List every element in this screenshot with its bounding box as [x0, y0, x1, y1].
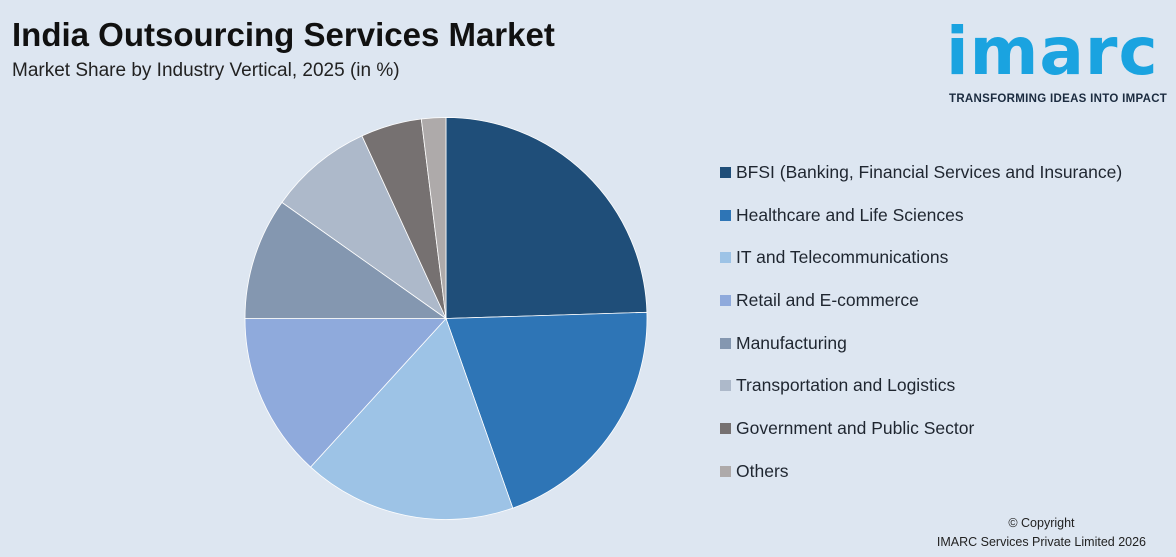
legend-item: Government and Public Sector	[720, 407, 1122, 450]
pie-slice-4	[244, 201, 448, 319]
logo-tagline: TRANSFORMING IDEAS INTO IMPACT	[949, 93, 1168, 105]
legend-label: IT and Telecommunications	[736, 247, 949, 268]
chart-legend: BFSI (Banking, Financial Services and In…	[720, 151, 1122, 493]
legend-item: Retail and E-commerce	[720, 279, 1122, 322]
copyright-line-1: © Copyright	[1008, 516, 1075, 530]
legend-label: Retail and E-commerce	[736, 289, 919, 310]
legend-item: IT and Telecommunications	[720, 236, 1122, 279]
pie-slice-1	[445, 311, 648, 509]
legend-label: Government and Public Sector	[736, 417, 975, 438]
legend-swatch	[720, 252, 731, 264]
legend-label: Others	[736, 460, 789, 481]
legend-label: Manufacturing	[736, 332, 847, 353]
legend-swatch	[720, 166, 731, 178]
legend-item: Manufacturing	[720, 322, 1122, 365]
imarc-logo: imarc TRANSFORMING IDEAS INTO IMPACT	[946, 12, 1171, 108]
copyright-line-2: IMARC Services Private Limited 2026	[936, 535, 1146, 549]
legend-swatch	[720, 337, 731, 349]
chart-subtitle: Market Share by Industry Vertical, 2025 …	[12, 60, 400, 81]
legend-swatch	[720, 294, 731, 306]
legend-swatch	[720, 380, 731, 392]
pie-slice-7	[420, 117, 447, 319]
legend-swatch	[720, 209, 731, 221]
legend-label: Healthcare and Life Sciences	[736, 204, 964, 225]
pie-slice-0	[445, 117, 648, 319]
legend-swatch	[720, 465, 731, 477]
pie-slice-5	[281, 135, 447, 320]
pie-slice-3	[244, 318, 447, 468]
legend-item: Others	[720, 450, 1122, 493]
legend-item: Transportation and Logistics	[720, 364, 1122, 407]
legend-item: Healthcare and Life Sciences	[720, 194, 1122, 237]
legend-label: BFSI (Banking, Financial Services and In…	[736, 161, 1123, 182]
logo-wordmark: imarc	[946, 13, 1159, 90]
copyright: © Copyright IMARC Services Private Limit…	[937, 514, 1146, 552]
pie-slice-2	[310, 317, 514, 520]
chart-title: India Outsourcing Services Market	[12, 16, 555, 53]
legend-swatch	[720, 422, 731, 434]
legend-item: BFSI (Banking, Financial Services and In…	[720, 151, 1122, 194]
legend-label: Transportation and Logistics	[736, 375, 956, 396]
